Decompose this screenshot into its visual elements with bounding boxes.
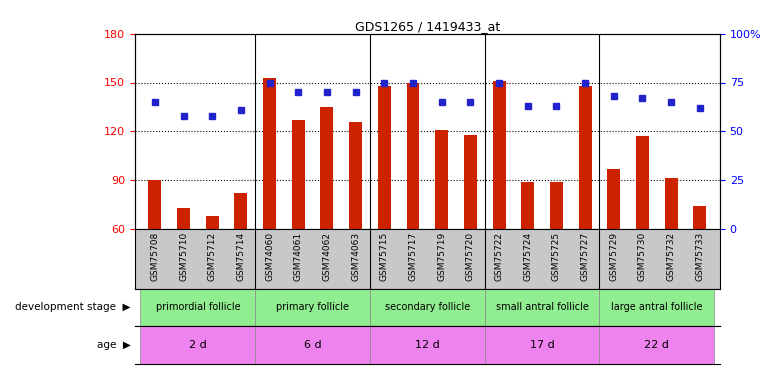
Text: GSM75720: GSM75720 [466, 232, 475, 281]
Bar [255, 289, 370, 326]
Text: GSM75715: GSM75715 [380, 232, 389, 281]
Text: GSM75733: GSM75733 [695, 232, 705, 281]
Bar [485, 326, 600, 364]
Text: GSM75732: GSM75732 [667, 232, 676, 281]
Bar [665, 178, 678, 229]
Bar [464, 135, 477, 229]
Text: GSM75725: GSM75725 [552, 232, 561, 281]
Text: GSM74061: GSM74061 [294, 232, 303, 281]
Bar [263, 78, 276, 229]
Bar [521, 182, 534, 229]
Bar [694, 206, 706, 229]
Text: GSM75714: GSM75714 [236, 232, 246, 281]
Bar [234, 193, 247, 229]
Bar [140, 289, 255, 326]
Bar [370, 289, 485, 326]
Bar [177, 208, 190, 229]
Text: GSM75727: GSM75727 [581, 232, 590, 281]
Text: GSM75708: GSM75708 [150, 232, 159, 281]
Bar [292, 120, 305, 229]
Bar [255, 326, 370, 364]
Bar [550, 182, 563, 229]
Text: 22 d: 22 d [644, 340, 669, 350]
Text: large antral follicle: large antral follicle [611, 303, 702, 312]
Text: GSM74063: GSM74063 [351, 232, 360, 281]
Text: 17 d: 17 d [530, 340, 554, 350]
Text: GSM75729: GSM75729 [609, 232, 618, 281]
Text: 6 d: 6 d [304, 340, 321, 350]
Bar [600, 289, 715, 326]
Text: GSM75730: GSM75730 [638, 232, 647, 281]
Bar [140, 326, 255, 364]
Bar [636, 136, 649, 229]
Text: GSM75717: GSM75717 [409, 232, 417, 281]
Text: GSM75724: GSM75724 [524, 232, 532, 281]
Text: GSM74062: GSM74062 [323, 232, 331, 281]
Bar [206, 216, 219, 229]
Text: GSM75722: GSM75722 [494, 232, 504, 281]
Bar [435, 130, 448, 229]
Text: GSM75719: GSM75719 [437, 232, 446, 281]
Bar [149, 180, 161, 229]
Text: GSM75710: GSM75710 [179, 232, 188, 281]
Bar [349, 122, 362, 229]
Bar [370, 326, 485, 364]
Text: age  ▶: age ▶ [97, 340, 131, 350]
Text: primordial follicle: primordial follicle [156, 303, 240, 312]
Bar [407, 82, 420, 229]
Bar [493, 81, 506, 229]
Text: development stage  ▶: development stage ▶ [15, 303, 131, 312]
Text: GSM74060: GSM74060 [265, 232, 274, 281]
Text: secondary follicle: secondary follicle [385, 303, 470, 312]
Bar [485, 289, 600, 326]
Bar [600, 326, 715, 364]
Bar [378, 86, 391, 229]
Text: GSM75712: GSM75712 [208, 232, 216, 281]
Bar [608, 169, 621, 229]
Bar [579, 86, 591, 229]
Text: 2 d: 2 d [189, 340, 206, 350]
Title: GDS1265 / 1419433_at: GDS1265 / 1419433_at [355, 20, 500, 33]
Text: primary follicle: primary follicle [276, 303, 349, 312]
Bar [320, 107, 333, 229]
Text: small antral follicle: small antral follicle [496, 303, 588, 312]
Text: 12 d: 12 d [415, 340, 440, 350]
